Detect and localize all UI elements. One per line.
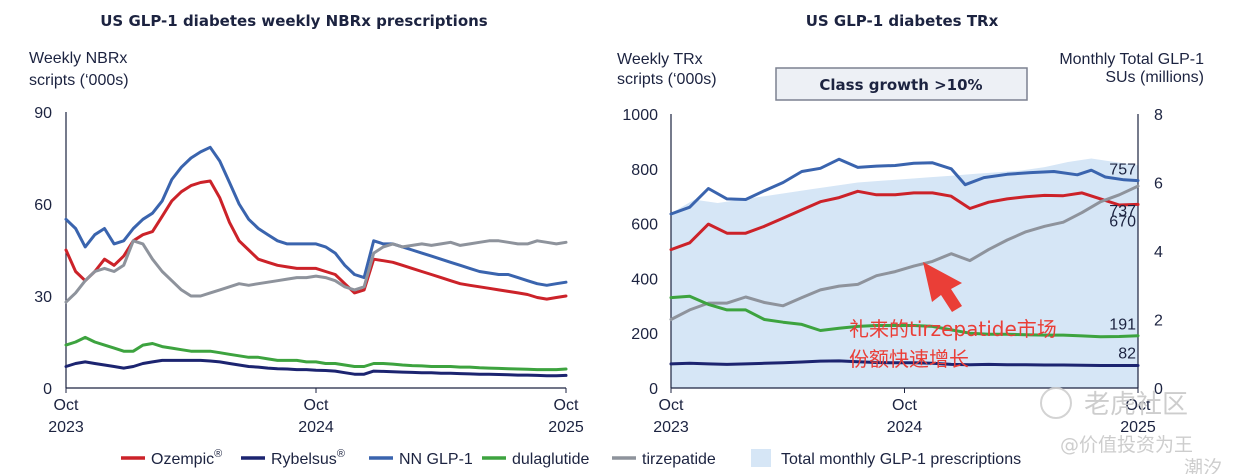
right-ytick-label: 200 [631, 326, 658, 343]
left-xtick-year: 2025 [548, 419, 584, 436]
legend-label-ozempic: Ozempic® [151, 448, 222, 468]
left-xtick-month: Oct [304, 397, 329, 414]
right-xtick-month: Oct [892, 397, 917, 414]
right-chart-title: US GLP-1 diabetes TRx [806, 12, 999, 30]
right-y2tick-label: 4 [1154, 244, 1163, 261]
legend-label-total: Total monthly GLP-1 prescriptions [781, 451, 1021, 468]
right-end-label-ozempic: 670 [1109, 213, 1136, 230]
left-series-ozempic [64, 179, 568, 301]
left-ytick-label: 30 [34, 289, 52, 306]
right-ylabel-line1: Weekly TRx [617, 51, 703, 68]
class-growth-box [775, 67, 1028, 101]
left-xtick-month: Oct [54, 397, 79, 414]
right-series-nn [669, 157, 1140, 216]
watermark-logo-icon [1040, 387, 1072, 419]
legend-label-dulaglutide: dulaglutide [512, 451, 590, 468]
watermark-handle: @价值投资为王 [1060, 434, 1193, 456]
right-ytick-label: 600 [631, 217, 658, 234]
right-y2label-line2: SUs (millions) [1105, 69, 1204, 86]
right-ytick-label: 1000 [622, 107, 658, 124]
right-series-dulaglutide [669, 294, 1140, 339]
left-xtick-year: 2024 [298, 419, 334, 436]
right-series-ozempic [669, 189, 1140, 252]
right-end-label-dulaglutide: 191 [1109, 317, 1136, 334]
legend-label-tirzepatide: tirzepatide [642, 451, 716, 468]
right-y2tick-label: 0 [1154, 381, 1163, 398]
left-plot-area: 0 30 60 90 Oct 2023 Oct 2024 Oct 2025 [34, 105, 584, 436]
left-xtick-month: Oct [554, 397, 579, 414]
watermark: 老虎社区 @价值投资为王 潮汐 [1040, 387, 1222, 474]
left-series-nn [64, 145, 568, 287]
right-end-label-nn: 757 [1109, 162, 1136, 179]
watermark-brand: 老虎社区 [1084, 390, 1188, 420]
right-xtick-month: Oct [659, 397, 684, 414]
tirzepatide-share-note-line1: 礼来的tirzepatide市场 [849, 317, 1057, 341]
right-end-label-rybelsus: 82 [1118, 346, 1136, 363]
right-ytick-label: 0 [649, 381, 658, 398]
right-end-label-tirzepatide: 737 [1109, 203, 1136, 220]
right-xtick-year: 2025 [1120, 419, 1156, 436]
left-ylabel-line1: Weekly NBRx [29, 50, 127, 67]
left-xtick-year: 2023 [48, 419, 84, 436]
right-y2label-line1: Monthly Total GLP-1 [1059, 51, 1204, 68]
tirzepatide-share-note-line2: 份额快速增长 [849, 347, 969, 371]
left-series-tirzepatide [64, 239, 568, 304]
left-series-dulaglutide [64, 335, 568, 372]
left-ytick-label: 60 [34, 197, 52, 214]
right-ytick-label: 400 [631, 271, 658, 288]
right-y2tick-label: 8 [1154, 107, 1163, 124]
right-series-tirzepatide [669, 184, 1140, 321]
right-ylabel-line2: scripts (‘000s) [617, 71, 717, 88]
left-ytick-label: 0 [43, 381, 52, 398]
right-ytick-label: 800 [631, 162, 658, 179]
right-xtick-month: Oct [1126, 397, 1151, 414]
legend: Ozempic® Rybelsus® NN GLP-1 dulaglutide tirz… [121, 448, 1021, 468]
right-series-rybelsus [669, 359, 1140, 367]
red-arrow-icon [923, 262, 962, 312]
left-series-rybelsus [64, 358, 568, 378]
right-plot-area: 0 200 400 600 800 1000 0 2 4 6 8 Oct 2023 Oct 2024 Oct 2… [622, 107, 1163, 436]
legend-label-rybelsus: Rybelsus® [271, 448, 345, 468]
legend-label-nn: NN GLP-1 [399, 451, 473, 468]
right-y2tick-label: 6 [1154, 176, 1163, 193]
class-growth-label: Class growth >10% [819, 76, 982, 94]
legend-swatch-total [751, 449, 771, 467]
left-ytick-label: 90 [34, 105, 52, 122]
right-xtick-year: 2024 [887, 419, 923, 436]
watermark-corner: 潮汐 [1184, 457, 1222, 474]
left-chart-title: US GLP-1 diabetes weekly NBRx prescripti… [100, 12, 488, 30]
right-xtick-year: 2023 [653, 419, 689, 436]
left-ylabel-line2: scripts (‘000s) [29, 72, 129, 89]
right-y2tick-label: 2 [1154, 313, 1163, 330]
